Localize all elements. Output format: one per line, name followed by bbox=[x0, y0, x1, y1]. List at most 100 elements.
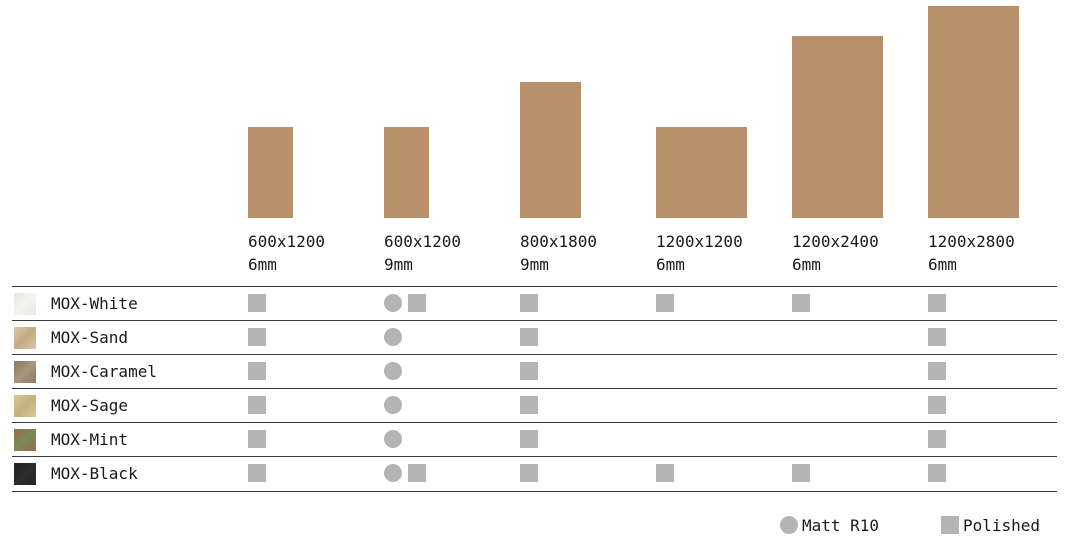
polished-square-icon bbox=[928, 328, 946, 346]
availability-cell bbox=[520, 294, 544, 312]
legend-polished: Polished bbox=[941, 516, 1040, 536]
size-thickness: 9mm bbox=[520, 255, 549, 274]
size-thickness: 6mm bbox=[656, 255, 685, 274]
availability-cell bbox=[384, 464, 432, 482]
polished-square-icon bbox=[656, 464, 674, 482]
tile-shape-6 bbox=[928, 6, 1019, 218]
availability-cell bbox=[384, 362, 408, 380]
table-row: MOX-White bbox=[12, 286, 1057, 321]
matt-circle-icon bbox=[384, 362, 402, 380]
polished-square-icon bbox=[408, 464, 426, 482]
size-dimension: 1200x2400 bbox=[792, 232, 879, 251]
polished-square-icon bbox=[520, 464, 538, 482]
availability-cell bbox=[384, 396, 408, 414]
availability-cell bbox=[248, 294, 272, 312]
size-label-2: 600x1200 9mm bbox=[384, 230, 461, 276]
matt-circle-icon bbox=[384, 328, 402, 346]
color-swatch bbox=[14, 395, 36, 417]
table-row: MOX-Caramel bbox=[12, 354, 1057, 389]
finish-name: MOX-Sand bbox=[51, 328, 129, 347]
finish-name: MOX-Black bbox=[51, 464, 138, 483]
availability-cell bbox=[928, 294, 952, 312]
availability-cell bbox=[248, 328, 272, 346]
matt-circle-icon bbox=[384, 430, 402, 448]
size-label-3: 800x1800 9mm bbox=[520, 230, 597, 276]
availability-cell bbox=[248, 396, 272, 414]
size-dimension: 600x1200 bbox=[248, 232, 326, 251]
matt-circle-icon bbox=[384, 464, 402, 482]
polished-square-icon bbox=[520, 294, 538, 312]
color-swatch bbox=[14, 463, 36, 485]
polished-square-icon bbox=[408, 294, 426, 312]
polished-square-icon bbox=[248, 396, 266, 414]
availability-cell bbox=[928, 430, 952, 448]
polished-square-icon bbox=[928, 464, 946, 482]
color-swatch bbox=[14, 429, 36, 451]
table-row: MOX-Sand bbox=[12, 320, 1057, 355]
size-thickness: 6mm bbox=[248, 255, 277, 274]
tile-shape-5 bbox=[792, 36, 883, 218]
polished-square-icon bbox=[520, 362, 538, 380]
polished-square-icon bbox=[248, 464, 266, 482]
polished-square-icon bbox=[928, 294, 946, 312]
matt-circle-icon bbox=[384, 294, 402, 312]
availability-cell bbox=[384, 430, 408, 448]
polished-square-icon bbox=[248, 294, 266, 312]
availability-cell bbox=[384, 328, 408, 346]
polished-square-icon bbox=[248, 362, 266, 380]
tile-shape-3 bbox=[520, 82, 581, 218]
finish-name: MOX-Mint bbox=[51, 430, 129, 449]
finish-name: MOX-Sage bbox=[51, 396, 129, 415]
size-label-1: 600x1200 6mm bbox=[248, 230, 325, 276]
legend-matt-label: Matt R10 bbox=[802, 516, 880, 535]
polished-square-icon bbox=[656, 294, 674, 312]
polished-square-icon bbox=[248, 328, 266, 346]
size-dimension: 800x1800 bbox=[520, 232, 598, 251]
polished-square-icon bbox=[928, 396, 946, 414]
availability-cell bbox=[928, 362, 952, 380]
color-swatch bbox=[14, 293, 36, 315]
availability-cell bbox=[520, 396, 544, 414]
table-row: MOX-Black bbox=[12, 456, 1057, 492]
table-row: MOX-Sage bbox=[12, 388, 1057, 423]
size-dimension: 1200x2800 bbox=[928, 232, 1015, 251]
tile-shape-1 bbox=[248, 127, 293, 218]
availability-cell bbox=[248, 430, 272, 448]
availability-cell bbox=[928, 464, 952, 482]
matt-circle-icon bbox=[780, 516, 798, 534]
tile-shape-4 bbox=[656, 127, 747, 218]
availability-cell bbox=[520, 464, 544, 482]
legend-polished-label: Polished bbox=[963, 516, 1041, 535]
polished-square-icon bbox=[928, 430, 946, 448]
availability-cell bbox=[656, 294, 680, 312]
availability-cell bbox=[248, 362, 272, 380]
polished-square-icon bbox=[520, 430, 538, 448]
availability-cell bbox=[656, 464, 680, 482]
matt-circle-icon bbox=[384, 396, 402, 414]
availability-cell bbox=[384, 294, 432, 312]
polished-square-icon bbox=[941, 516, 959, 534]
size-label-6: 1200x2800 6mm bbox=[928, 230, 1015, 276]
table-row: MOX-Mint bbox=[12, 422, 1057, 457]
size-label-5: 1200x2400 6mm bbox=[792, 230, 879, 276]
polished-square-icon bbox=[792, 294, 810, 312]
size-thickness: 6mm bbox=[928, 255, 957, 274]
polished-square-icon bbox=[520, 396, 538, 414]
color-swatch bbox=[14, 327, 36, 349]
polished-square-icon bbox=[928, 362, 946, 380]
availability-cell bbox=[520, 362, 544, 380]
finish-name: MOX-Caramel bbox=[51, 362, 157, 381]
polished-square-icon bbox=[792, 464, 810, 482]
availability-cell bbox=[928, 396, 952, 414]
legend-matt: Matt R10 bbox=[780, 516, 879, 536]
polished-square-icon bbox=[520, 328, 538, 346]
availability-cell bbox=[792, 464, 816, 482]
availability-cell bbox=[792, 294, 816, 312]
size-dimension: 1200x1200 bbox=[656, 232, 743, 251]
availability-cell bbox=[248, 464, 272, 482]
finish-name: MOX-White bbox=[51, 294, 138, 313]
size-thickness: 9mm bbox=[384, 255, 413, 274]
polished-square-icon bbox=[248, 430, 266, 448]
tile-shape-2 bbox=[384, 127, 429, 218]
